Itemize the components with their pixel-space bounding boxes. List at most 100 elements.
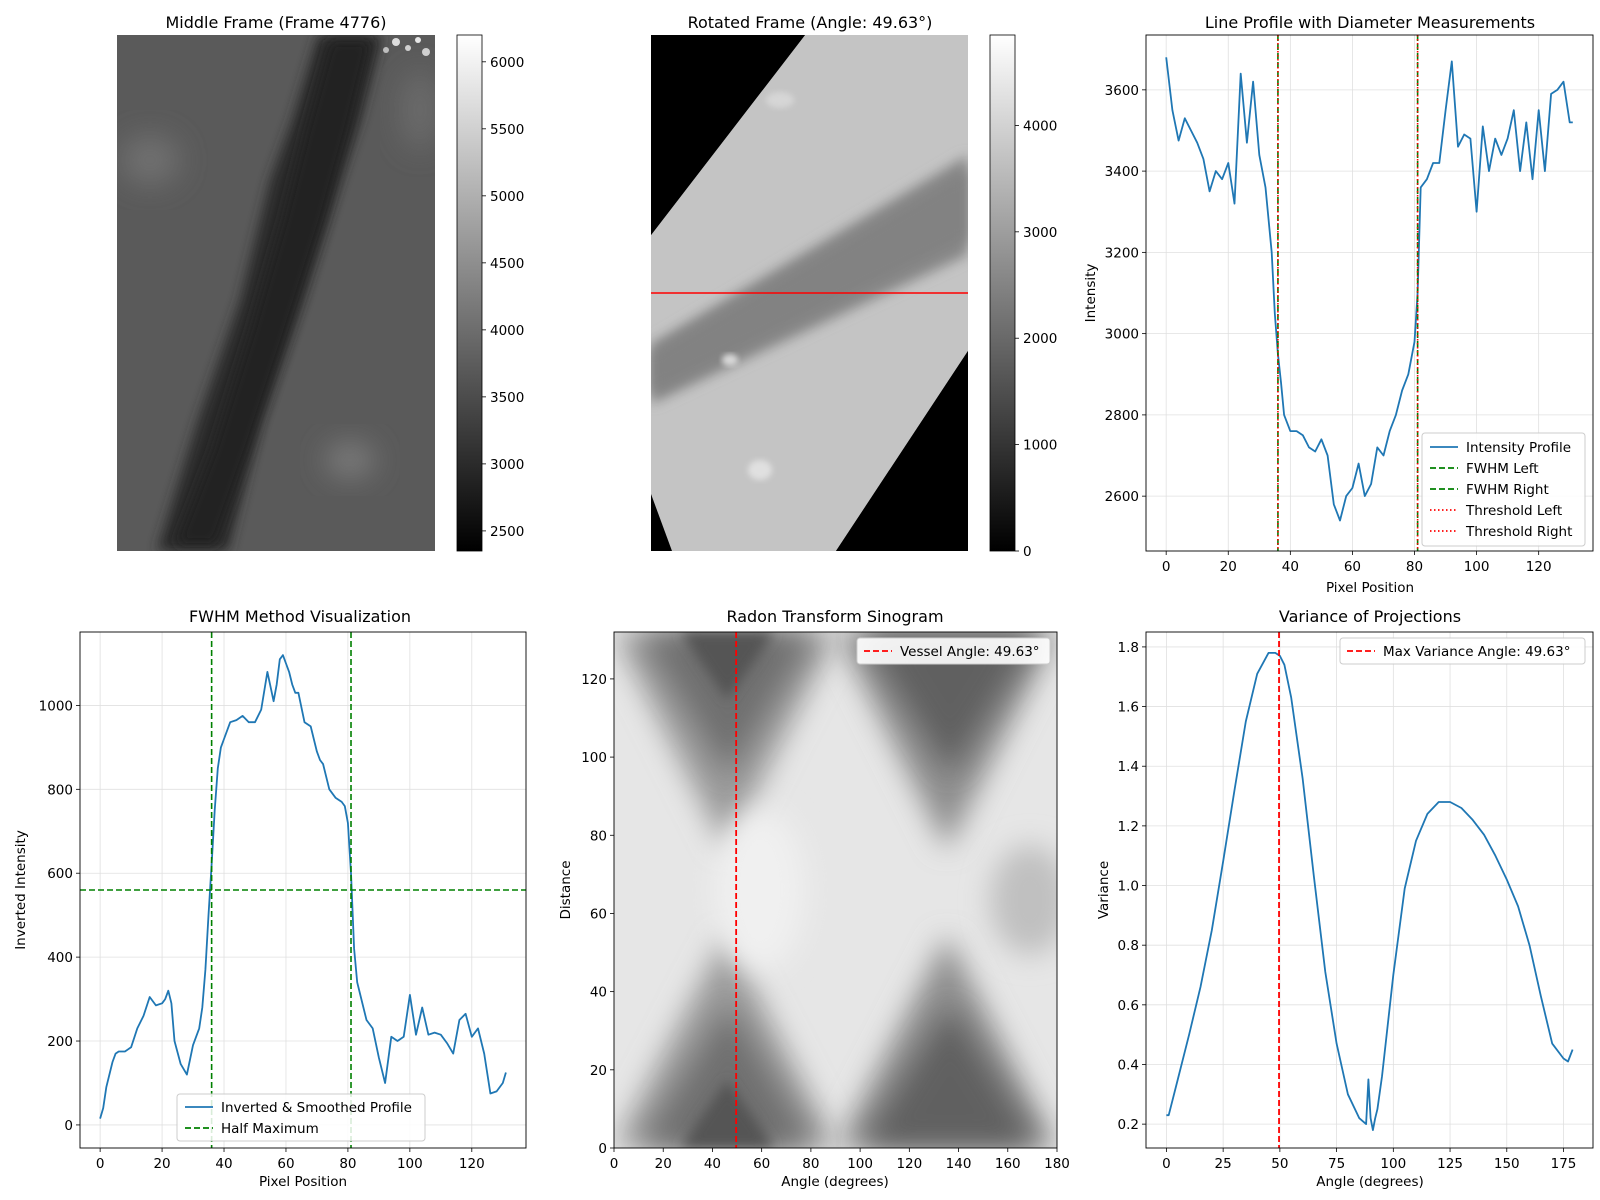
y-tick-label: 3400 xyxy=(1105,164,1139,180)
y-tick-label: 60 xyxy=(590,906,607,922)
colorbar-tick-label: 4000 xyxy=(1023,118,1057,134)
colorbar-tick-label: 0 xyxy=(1023,544,1032,560)
middle-colorbar-ticks: 2500 3000 3500 4000 4500 5000 5500 6000 xyxy=(482,55,524,540)
x-tick-label: 100 xyxy=(397,1156,423,1172)
x-tick-label: 20 xyxy=(153,1156,170,1172)
y-tick-label: 0.6 xyxy=(1118,998,1139,1014)
middle-colorbar-gradient xyxy=(456,34,483,552)
y-tick-label: 2600 xyxy=(1105,489,1139,505)
colorbar-tick-label: 6000 xyxy=(490,55,524,71)
y-tick-label: 200 xyxy=(47,1034,73,1050)
x-tick-label: 50 xyxy=(1271,1156,1288,1172)
intensity-profile-line xyxy=(1165,57,1573,522)
middle-title: Middle Frame (Frame 4776) xyxy=(165,13,386,32)
y-tick-label: 120 xyxy=(581,672,607,688)
y-tick-label: 3600 xyxy=(1105,83,1139,99)
x-tick-label: 20 xyxy=(655,1156,672,1172)
fwhm-title: FWHM Method Visualization xyxy=(189,607,411,626)
x-tick-label: 40 xyxy=(704,1156,721,1172)
y-tick-label: 3200 xyxy=(1105,245,1139,261)
x-tick-label: 80 xyxy=(802,1156,819,1172)
profile-plot: 0 20 40 60 80 100 120 2600 2800 3000 3200 3400 3600 xyxy=(1105,34,1594,575)
x-tick-label: 125 xyxy=(1437,1156,1463,1172)
y-tick-label: 1.4 xyxy=(1118,759,1139,775)
rotated-colorbar-ticks: 0 1000 2000 3000 4000 xyxy=(1015,118,1057,560)
x-tick-label: 175 xyxy=(1551,1156,1577,1172)
axes-frame xyxy=(79,631,527,1149)
x-tick-label: 100 xyxy=(1464,559,1490,575)
x-tick-label: 40 xyxy=(215,1156,232,1172)
legend-threshold-left: Threshold Left xyxy=(1465,503,1562,519)
legend-fwhm-left: FWHM Left xyxy=(1466,461,1539,477)
x-tick-label: 120 xyxy=(459,1156,485,1172)
panel-fwhm: FWHM Method Visualization 0 20 40 60 80 100 12… xyxy=(13,607,527,1190)
profile-ylabel: Intensity xyxy=(1083,264,1099,323)
y-tick-label: 20 xyxy=(590,1063,607,1079)
colorbar-tick-label: 2500 xyxy=(490,524,524,540)
y-tick-label: 0.2 xyxy=(1118,1117,1139,1133)
colorbar-tick-label: 3000 xyxy=(1023,225,1057,241)
y-tick-label: 400 xyxy=(47,950,73,966)
y-tick-label: 1.6 xyxy=(1118,700,1139,716)
variance-legend: Max Variance Angle: 49.63° xyxy=(1339,637,1586,665)
y-tick-label: 0.4 xyxy=(1118,1057,1139,1073)
legend-threshold-right: Threshold Right xyxy=(1465,524,1572,540)
colorbar-tick-label: 1000 xyxy=(1023,438,1057,454)
x-tick-label: 60 xyxy=(277,1156,294,1172)
x-tick-label: 80 xyxy=(1406,559,1423,575)
legend-intensity-profile: Intensity Profile xyxy=(1466,440,1571,456)
x-tick-label: 25 xyxy=(1215,1156,1232,1172)
colorbar-tick-label: 2000 xyxy=(1023,331,1057,347)
variance-plot: 0 25 50 75 100 125 150 175 0.2 0.4 0.6 0.8 1.0 1.2 1.4… xyxy=(1118,631,1594,1172)
y-tick-label: 1000 xyxy=(39,698,73,714)
radon-image xyxy=(614,632,1057,1148)
y-tick-label: 1.8 xyxy=(1118,640,1139,656)
middle-colorbar: 2500 3000 3500 4000 4500 5000 5500 6000 xyxy=(456,34,524,552)
rotated-colorbar-gradient xyxy=(989,34,1016,552)
radon-plot: 0 20 40 60 80 100 120 140 160 180 0 20 40 60 80 100 120 xyxy=(581,631,1070,1172)
panel-middle-frame: Middle Frame (Frame 4776) 2500 3000 3500 40… xyxy=(117,13,524,552)
legend-max-variance: Max Variance Angle: 49.63° xyxy=(1383,644,1570,660)
y-tick-label: 2800 xyxy=(1105,408,1139,424)
legend-fwhm-right: FWHM Right xyxy=(1466,482,1549,498)
x-tick-label: 20 xyxy=(1220,559,1237,575)
variance-ylabel: Variance xyxy=(1096,861,1112,919)
x-tick-label: 40 xyxy=(1282,559,1299,575)
colorbar-tick-label: 3000 xyxy=(490,457,524,473)
x-tick-label: 180 xyxy=(1044,1156,1070,1172)
smoothed-profile-line xyxy=(99,654,507,1119)
fwhm-legend: Inverted & Smoothed Profile Half Maximum xyxy=(176,1093,426,1142)
x-tick-label: 0 xyxy=(1162,1156,1171,1172)
radon-ylabel: Distance xyxy=(558,860,574,919)
y-tick-label: 3000 xyxy=(1105,327,1139,343)
x-tick-label: 0 xyxy=(96,1156,105,1172)
x-tick-label: 75 xyxy=(1328,1156,1345,1172)
y-tick-label: 80 xyxy=(590,828,607,844)
x-tick-label: 150 xyxy=(1494,1156,1520,1172)
y-tick-label: 600 xyxy=(47,866,73,882)
colorbar-tick-label: 5000 xyxy=(490,189,524,205)
y-tick-label: 1.0 xyxy=(1118,879,1139,895)
radon-xlabel: Angle (degrees) xyxy=(781,1174,889,1190)
panel-line-profile: Line Profile with Diameter Measurements … xyxy=(1083,13,1594,596)
panel-radon: Radon Transform Sinogram 0 20 40 60 80 100 120… xyxy=(558,607,1070,1190)
legend-half-maximum: Half Maximum xyxy=(221,1121,319,1137)
y-tick-label: 0.8 xyxy=(1118,938,1139,954)
x-tick-label: 160 xyxy=(995,1156,1021,1172)
middle-image xyxy=(117,35,435,551)
colorbar-tick-label: 4000 xyxy=(490,323,524,339)
legend-smoothed-profile: Inverted & Smoothed Profile xyxy=(221,1100,412,1116)
y-tick-label: 1.2 xyxy=(1118,819,1139,835)
axes-frame xyxy=(1145,34,1594,552)
colorbar-tick-label: 5500 xyxy=(490,122,524,138)
colorbar-tick-label: 3500 xyxy=(490,390,524,406)
x-tick-label: 120 xyxy=(896,1156,922,1172)
colorbar-tick-label: 4500 xyxy=(490,256,524,272)
x-tick-label: 60 xyxy=(1344,559,1361,575)
x-tick-label: 0 xyxy=(610,1156,619,1172)
x-tick-label: 80 xyxy=(339,1156,356,1172)
panel-rotated-frame: Rotated Frame (Angle: 49.63°) 0 1000 2000 3… xyxy=(651,13,1057,560)
x-tick-label: 100 xyxy=(1380,1156,1406,1172)
x-tick-label: 100 xyxy=(847,1156,873,1172)
